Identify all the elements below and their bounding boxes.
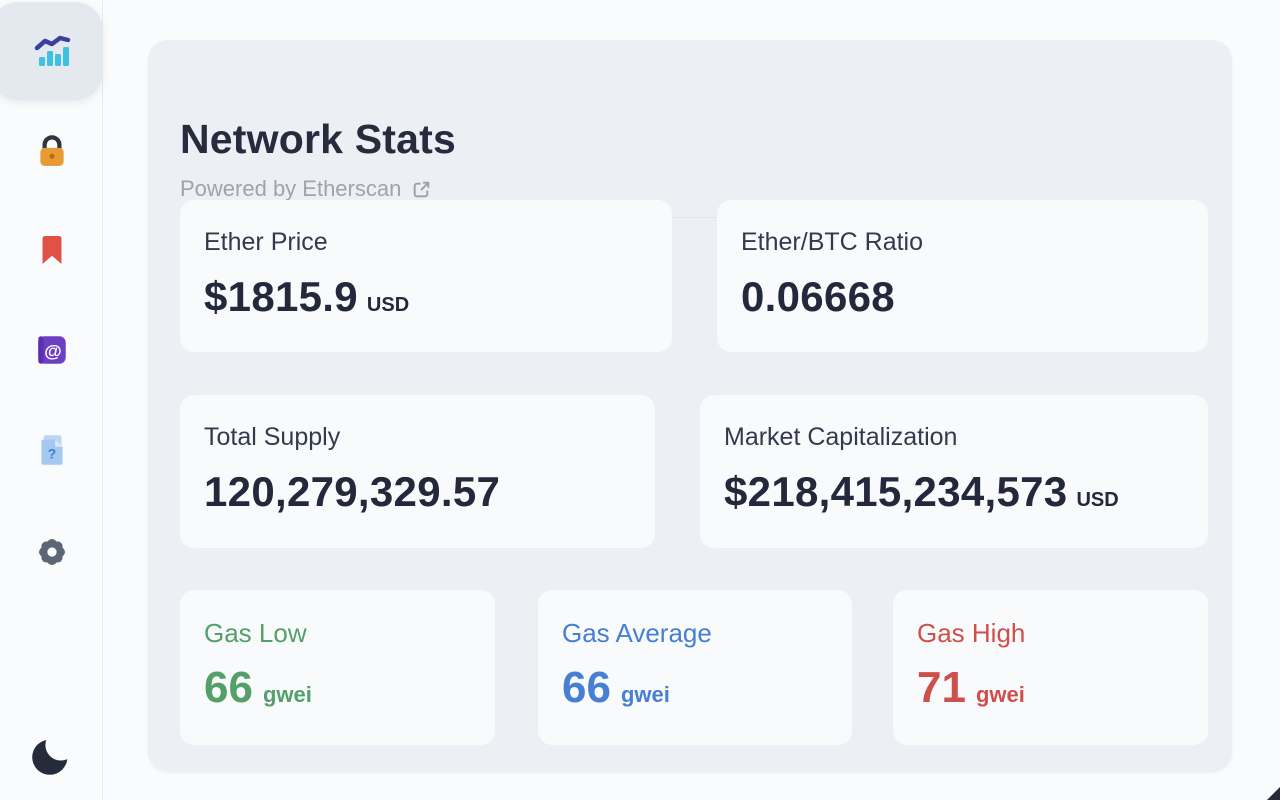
gas-value: 71 — [917, 663, 966, 712]
stat-unit: USD — [366, 294, 410, 316]
gas-unit: gwei — [975, 682, 1025, 707]
network-stats-panel: Network Stats Powered by Etherscan Ether… — [148, 40, 1232, 772]
gas-card-low: Gas Low 66 gwei — [180, 590, 495, 745]
stat-label: Market Capitalization — [724, 423, 958, 451]
header-divider — [180, 217, 1200, 218]
moon-icon — [31, 739, 67, 775]
document-question-icon: ? — [40, 435, 63, 465]
stat-card-ether-price: Ether Price $1815.9 USD — [180, 200, 672, 352]
at-icon: @ — [37, 336, 66, 364]
gas-unit: gwei — [620, 682, 670, 707]
page-title: Network Stats — [180, 116, 457, 162]
gas-label: Gas Average — [562, 618, 712, 648]
stat-value: $218,415,234,573 — [724, 468, 1068, 515]
active-nav-highlight — [0, 2, 103, 100]
sidebar-item-mentions[interactable]: @ — [0, 314, 103, 386]
stat-card-market-capitalization: Market Capitalization $218,415,234,573 U… — [700, 395, 1208, 548]
powered-by-text: Powered by Etherscan — [180, 176, 402, 201]
external-link-icon — [414, 181, 430, 197]
stat-unit: USD — [1076, 489, 1119, 511]
sidebar-item-help-docs[interactable]: ? — [0, 414, 103, 486]
sidebar-item-dark-mode[interactable] — [0, 719, 103, 791]
sidebar-item-security[interactable] — [0, 114, 103, 186]
gas-unit: gwei — [262, 682, 312, 707]
gas-card-average: Gas Average 66 gwei — [538, 590, 852, 745]
question-glyph: ? — [47, 446, 55, 461]
gear-icon — [38, 539, 65, 565]
gas-value: 66 — [562, 663, 611, 712]
stat-label: Ether Price — [204, 228, 328, 256]
stat-label: Total Supply — [204, 423, 341, 451]
stat-value: 0.06668 — [741, 273, 895, 320]
chart-icon — [34, 35, 70, 66]
gas-label: Gas Low — [204, 618, 307, 648]
bookmark-icon — [42, 236, 61, 264]
mouse-cursor-tip — [1267, 787, 1280, 800]
stat-value: $1815.9 — [204, 273, 358, 320]
at-glyph: @ — [44, 341, 61, 361]
powered-by-link[interactable]: Powered by Etherscan — [180, 176, 432, 202]
sidebar: @ ? — [0, 0, 103, 800]
stat-label: Ether/BTC Ratio — [741, 228, 924, 256]
gas-card-high: Gas High 71 gwei — [893, 590, 1208, 745]
stat-value: 120,279,329.57 — [204, 468, 501, 515]
stat-card-ether-btc-ratio: Ether/BTC Ratio 0.06668 — [717, 200, 1208, 352]
sidebar-item-settings[interactable] — [0, 516, 103, 588]
sidebar-item-bookmarks[interactable] — [0, 214, 103, 286]
gas-value: 66 — [204, 663, 253, 712]
stat-card-total-supply: Total Supply 120,279,329.57 — [180, 395, 655, 548]
gas-label: Gas High — [917, 618, 1026, 648]
sidebar-item-network-stats[interactable] — [0, 14, 103, 86]
lock-icon — [39, 135, 64, 166]
